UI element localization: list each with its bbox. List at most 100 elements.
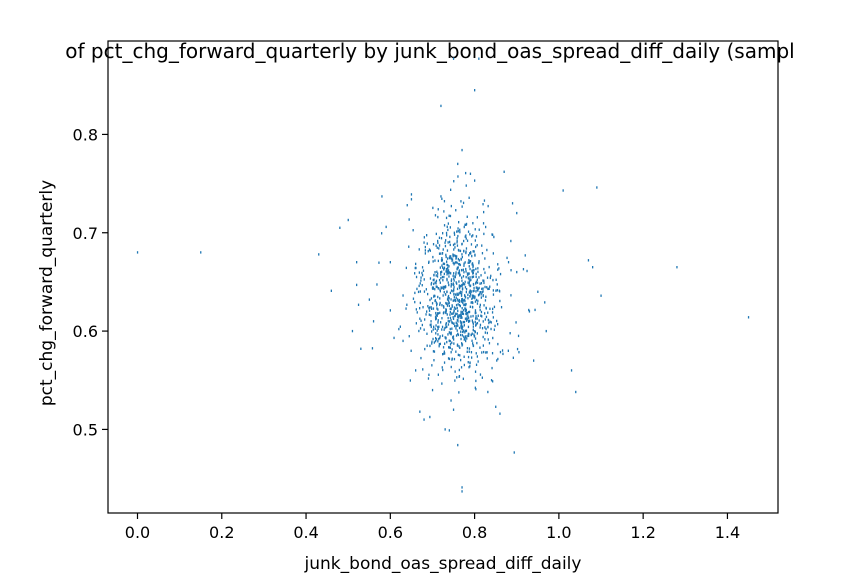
data-point [468,254,470,257]
data-point [483,279,485,282]
data-point [460,200,462,203]
data-point [435,232,437,236]
data-point [462,309,465,312]
data-point [447,299,450,302]
data-point [474,337,477,340]
data-point [462,325,464,328]
data-point [453,299,455,302]
data-point [461,327,463,330]
data-point [437,208,439,211]
data-point [476,286,478,289]
data-point [441,252,443,255]
data-point [451,357,453,360]
data-point [445,270,447,273]
data-point [448,320,451,323]
data-point [497,323,499,326]
data-point [453,311,455,314]
data-point [476,317,478,320]
data-point [502,352,504,356]
data-point [472,269,474,272]
data-point [486,331,488,335]
data-point [452,290,454,293]
data-point [443,272,445,276]
data-point [475,245,477,249]
data-point [450,331,452,334]
data-point [442,368,444,372]
data-point [459,285,462,288]
data-point [470,315,472,318]
x-tick-label: 0.6 [378,523,403,542]
data-point [450,351,452,354]
data-point [437,215,439,219]
data-point [448,357,451,361]
data-point [447,296,449,299]
data-point [449,255,451,258]
data-point [455,324,457,328]
data-point [430,281,433,285]
data-point [475,235,478,238]
data-point [475,317,477,320]
data-point [457,293,460,296]
data-point [470,251,472,254]
data-point [318,253,320,256]
data-point [465,267,467,271]
data-point [454,246,456,249]
data-point [463,320,466,324]
data-point [596,186,598,189]
data-point [443,306,445,309]
data-point [438,343,440,346]
data-point [452,255,454,258]
data-point [496,319,498,323]
data-point [456,282,458,285]
data-point [472,296,474,299]
data-point [435,274,437,277]
data-point [485,295,487,298]
data-point [458,326,461,330]
data-point [449,346,451,349]
data-point [457,266,459,269]
data-point [495,278,497,281]
data-point [463,271,465,274]
data-point [458,298,460,302]
data-point [458,391,460,394]
data-point [426,234,428,237]
data-point [442,232,444,235]
data-point [449,257,451,260]
data-point [443,285,446,289]
data-point [522,268,525,271]
data-point [485,315,488,319]
data-point [461,253,463,256]
data-point [484,299,487,302]
data-point [457,353,459,357]
data-point [442,248,444,251]
data-point [437,259,439,263]
data-point [422,269,425,272]
data-point [446,260,448,263]
data-point [469,252,471,255]
data-point [473,289,475,292]
data-point [479,282,481,285]
data-point [471,254,473,258]
data-point [458,292,460,295]
data-point [475,322,477,326]
data-point [447,241,449,244]
data-point [471,301,473,304]
data-point [492,336,494,340]
data-point [453,180,455,183]
data-point [420,356,422,360]
data-point [480,314,482,317]
data-point [469,284,472,287]
data-point [475,379,477,383]
data-point [479,305,481,309]
data-point [470,243,473,246]
data-point [436,312,439,315]
data-point [468,310,470,314]
data-point [441,264,443,267]
data-point [437,308,439,311]
data-point [483,350,485,354]
data-point [513,451,515,454]
data-point [465,290,467,294]
data-point [448,256,450,260]
data-point [484,331,486,334]
data-point [458,262,460,266]
